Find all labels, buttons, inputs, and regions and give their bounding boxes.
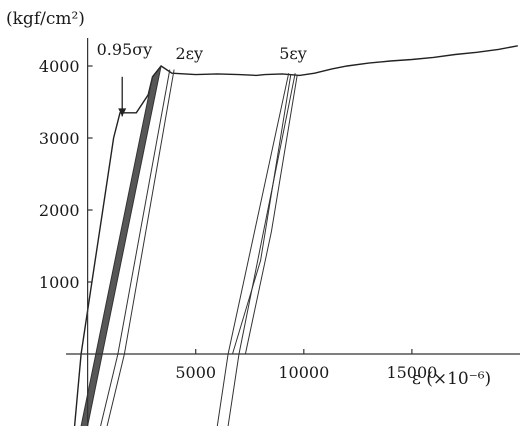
annotations: 0.95σy 2εy 5εy [97,40,307,117]
arrow-head [118,108,127,117]
unload-line [100,69,171,426]
y-axis-title: (kgf/cm²) [6,9,85,29]
unload-line [87,65,162,426]
x-axis-title: ε (×10⁻⁶) [412,369,491,389]
shaded-loop [81,66,162,426]
shaded-band [81,66,162,426]
x-tick-label: 10000 [278,363,329,382]
envelope-curve [73,45,518,426]
unload-line [244,74,298,355]
annotation-label: 2εy [175,44,203,63]
unload-line [80,76,153,426]
annotation-label: 0.95σy [97,40,153,59]
y-tick-label: 2000 [39,201,80,220]
y-tick-label: 4000 [39,57,80,76]
y-tick-label: 3000 [39,129,80,148]
unload-line [232,74,292,355]
annotation-label: 5εy [279,44,307,63]
x-tick-label: 5000 [175,363,216,382]
tick-labels: 5000 10000 15000 1000 2000 3000 4000 [39,57,437,382]
y-tick-label: 1000 [39,273,80,292]
axis-ticks [87,65,413,354]
x-tick-label: 15000 [386,363,437,382]
